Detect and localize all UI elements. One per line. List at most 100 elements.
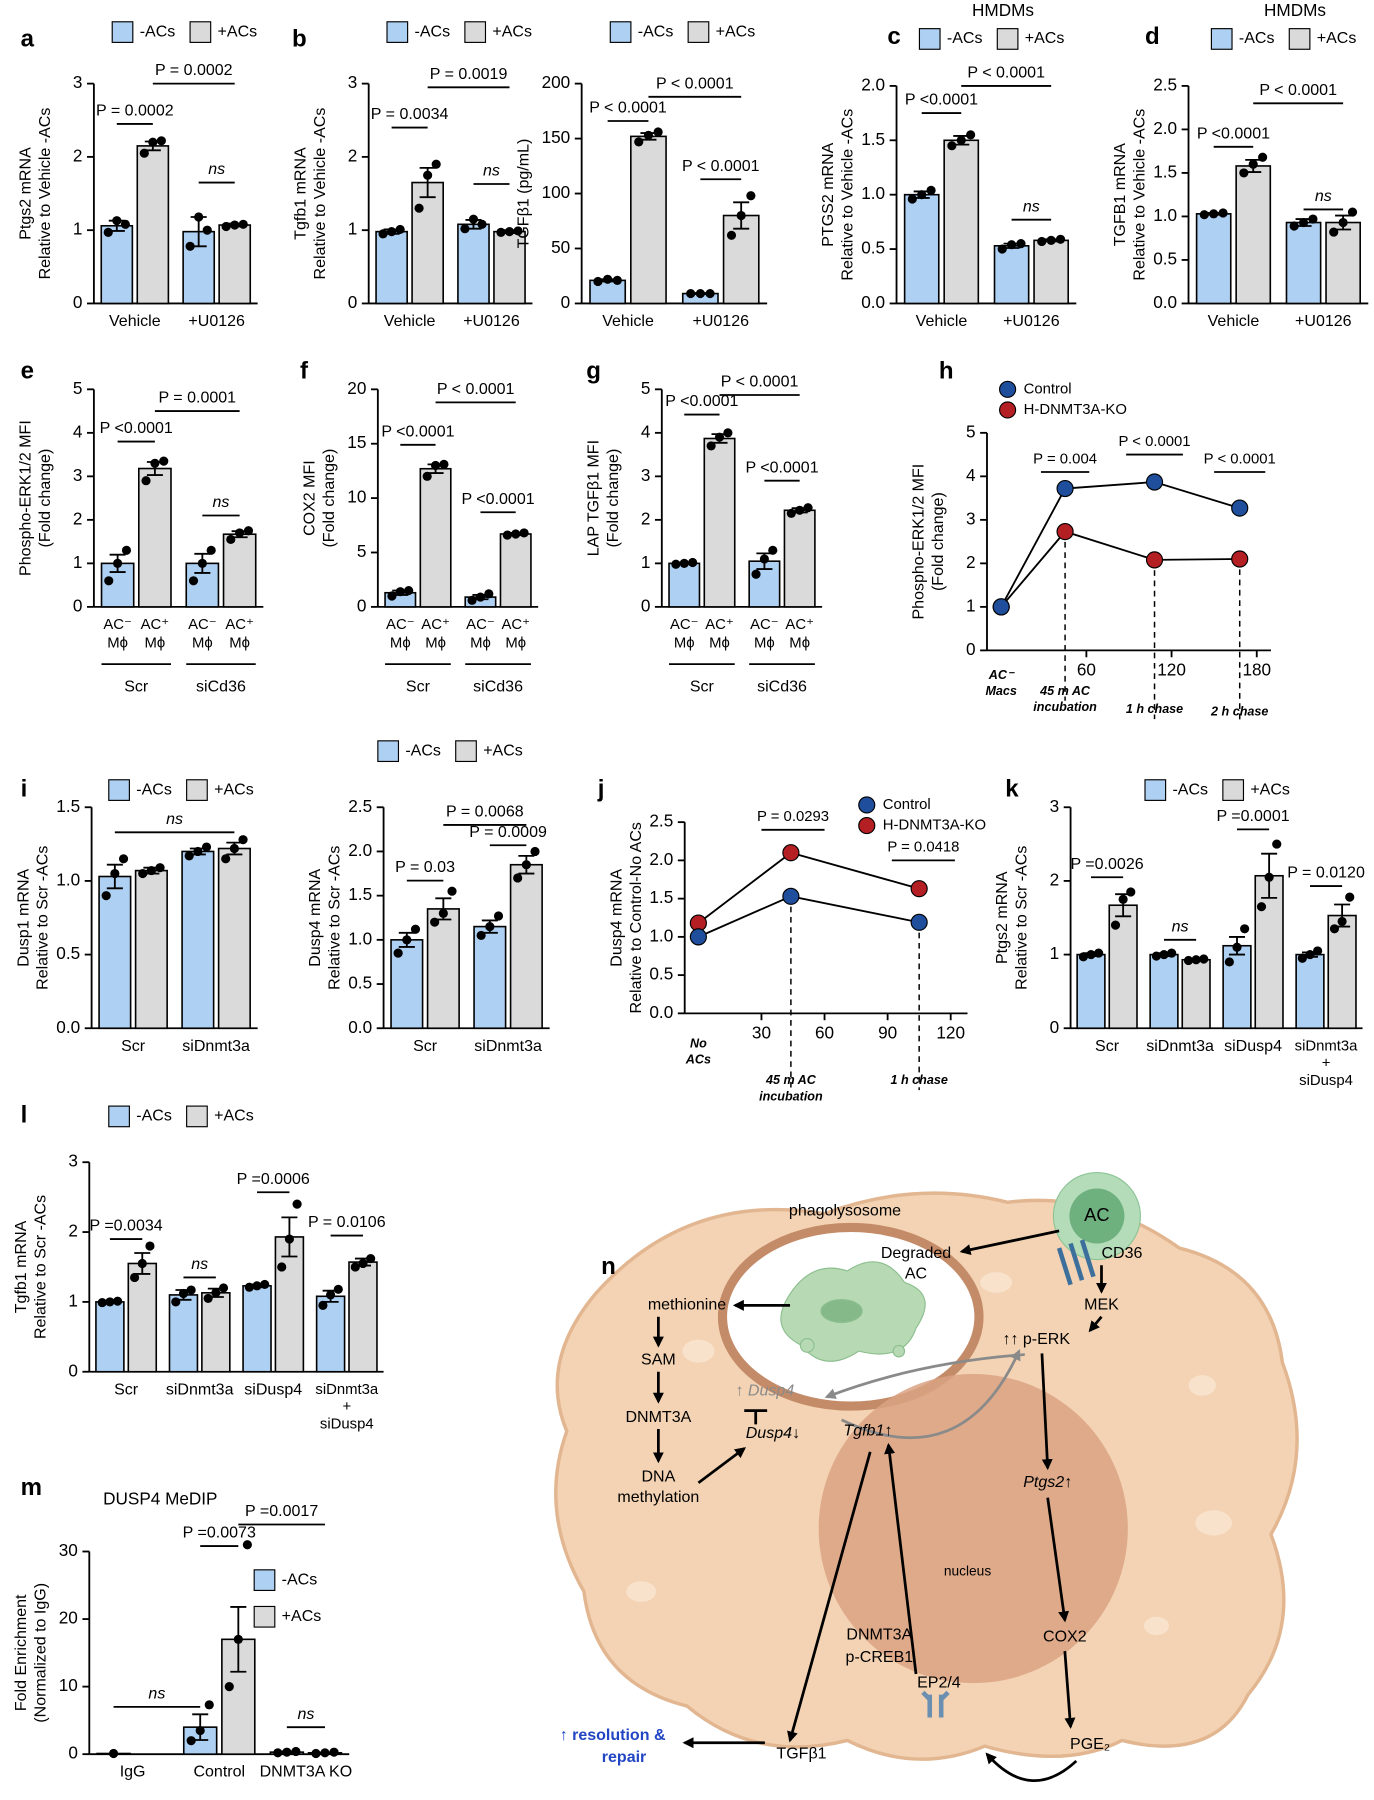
data-point xyxy=(438,908,448,918)
y-tick-label: 10 xyxy=(59,1675,78,1695)
bar xyxy=(473,925,507,1030)
series-line xyxy=(698,895,920,938)
label: phagolysosome xyxy=(789,1202,901,1220)
data-point xyxy=(1145,473,1164,491)
y-tick-label: 15 xyxy=(347,432,366,452)
panel-label: k xyxy=(1005,775,1019,802)
panel-label: a xyxy=(21,25,35,52)
data-point xyxy=(484,589,494,599)
data-point xyxy=(1338,217,1348,228)
legend-marker xyxy=(858,816,876,835)
data-point xyxy=(244,1282,254,1292)
bar xyxy=(218,224,252,305)
data-point xyxy=(431,159,441,169)
data-point xyxy=(1191,955,1201,965)
label: methionine xyxy=(648,1296,726,1314)
data-point xyxy=(521,860,531,870)
bar-label: Mϕ xyxy=(425,635,446,651)
y-axis-label: Relative to Scr -ACs xyxy=(34,846,52,990)
x-tick-label: 60 xyxy=(815,1022,834,1042)
data-point xyxy=(395,587,405,597)
data-point xyxy=(387,591,397,601)
legend-label: -ACs xyxy=(638,22,674,40)
data-point xyxy=(447,886,457,896)
data-point xyxy=(1086,949,1096,960)
data-point xyxy=(759,554,769,564)
data-point xyxy=(171,1297,181,1307)
data-point xyxy=(238,835,248,845)
y-axis-label: Relative to Scr -ACs xyxy=(31,1195,49,1339)
data-point xyxy=(504,227,515,237)
y-axis-label: Fold Enrichment xyxy=(12,1594,30,1711)
y-tick-label: 1.0 xyxy=(1153,205,1177,225)
panel-label: d xyxy=(1145,23,1160,50)
data-point xyxy=(476,930,486,941)
data-point xyxy=(277,1262,287,1272)
annotation: ns xyxy=(148,1685,165,1703)
data-point xyxy=(206,545,216,555)
y-tick-label: 100 xyxy=(542,182,571,202)
y-tick-label: 1 xyxy=(73,552,83,572)
data-point xyxy=(410,924,421,934)
data-point xyxy=(1258,152,1268,162)
data-point xyxy=(1056,479,1074,498)
data-point xyxy=(159,456,169,466)
legend-label: +ACs xyxy=(282,1607,322,1625)
apoptotic-cell xyxy=(1052,1171,1141,1261)
data-point xyxy=(137,1258,147,1269)
bar-label: AC⁻ xyxy=(188,617,217,633)
annotation: P = 0.0120 xyxy=(1287,864,1365,882)
label: repair xyxy=(602,1748,647,1766)
panel-label: l xyxy=(21,1102,28,1129)
legend-swatch xyxy=(386,21,409,43)
y-tick-label: 0 xyxy=(73,595,83,615)
label: Dusp4↓ xyxy=(746,1424,800,1442)
data-point xyxy=(736,210,746,221)
data-point xyxy=(502,530,512,540)
legend-label: H-DNMT3A-KO xyxy=(1024,402,1127,418)
x-tick-label: Scr xyxy=(690,677,715,695)
x-tick-label: siDnmt3a xyxy=(1295,1038,1359,1054)
label: nucleus xyxy=(944,1564,991,1579)
data-point xyxy=(689,928,707,946)
x-tick-label: Vehicle xyxy=(916,312,968,330)
panel-label: n xyxy=(601,1253,616,1280)
data-point xyxy=(145,1241,155,1251)
x-tick-label: Scr xyxy=(114,1380,139,1398)
data-point xyxy=(422,471,432,481)
legend-swatch xyxy=(1144,779,1167,801)
data-point xyxy=(1151,951,1161,961)
y-tick-label: 1 xyxy=(1050,943,1060,963)
series-line xyxy=(1000,481,1240,608)
data-point xyxy=(197,558,207,568)
y-tick-label: 2 xyxy=(641,508,651,528)
x-tick-label: Scr xyxy=(406,677,431,695)
ep-receptor xyxy=(921,1690,950,1718)
data-point xyxy=(118,854,129,864)
data-point xyxy=(402,935,412,945)
annotation: P =0.0017 xyxy=(245,1502,318,1520)
bar xyxy=(242,1285,272,1373)
bar-label: AC⁺ xyxy=(421,617,450,633)
x-tick-label: siDnmt3a xyxy=(315,1382,379,1398)
panel-label: c xyxy=(887,23,900,50)
data-point xyxy=(671,559,681,569)
data-point xyxy=(211,1288,221,1298)
data-point xyxy=(746,191,756,201)
x-tick-label: siCd36 xyxy=(757,677,807,695)
x-tick-label: DNMT3A KO xyxy=(260,1763,353,1781)
data-point xyxy=(782,844,800,862)
y-tick-label: 2 xyxy=(73,508,83,528)
bar-label: AC⁻ xyxy=(750,617,779,633)
data-point xyxy=(105,1297,115,1307)
bar-label: AC⁺ xyxy=(705,617,734,633)
data-point xyxy=(1199,210,1209,220)
data-point xyxy=(112,216,122,226)
annotation: P = 0.0068 xyxy=(446,803,524,821)
annotation: P <0.0001 xyxy=(100,419,173,437)
bar-label: AC⁺ xyxy=(785,617,814,633)
data-point xyxy=(460,224,470,234)
data-point xyxy=(768,545,778,555)
y-tick-label: 2 xyxy=(966,552,976,572)
data-point xyxy=(185,241,195,251)
